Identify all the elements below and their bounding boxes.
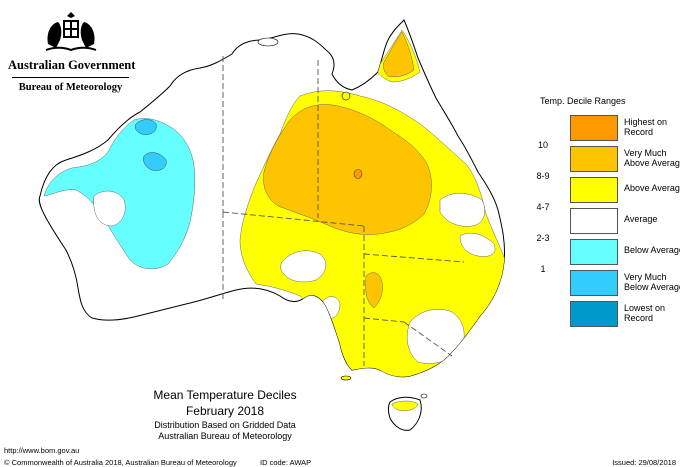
legend-label: Lowest on Record bbox=[624, 303, 666, 323]
legend-swatch bbox=[570, 146, 618, 172]
legend-title: Temp. Decile Ranges bbox=[540, 96, 626, 106]
bureau-name: Bureau of Meteorology bbox=[18, 82, 123, 93]
cape-york-very-much-above bbox=[382, 31, 415, 77]
legend-range: 10 bbox=[537, 140, 548, 150]
issued-date: Issued: 29/08/2018 bbox=[612, 458, 676, 467]
legend-swatch bbox=[570, 177, 618, 203]
groote-island bbox=[341, 91, 351, 101]
legend-row: Highest on Record bbox=[520, 115, 680, 141]
very-much-above-region bbox=[263, 104, 432, 235]
legend-swatch bbox=[570, 115, 618, 141]
very-much-below-spot-south bbox=[143, 152, 167, 171]
legend-row: 10 Very Much Above Average bbox=[520, 140, 680, 172]
legend-swatch bbox=[570, 270, 618, 296]
map-titles: Mean Temperature Deciles February 2018 D… bbox=[120, 388, 330, 441]
government-name: Australian Government bbox=[8, 58, 136, 72]
bom-url: http://www.bom.gov.au bbox=[4, 446, 80, 455]
map-source: Australian Bureau of Meteorology bbox=[158, 431, 292, 441]
legend-swatch bbox=[570, 208, 618, 234]
map-method: Distribution Based on Gridded Data bbox=[154, 420, 296, 430]
sa-very-much-above-spot bbox=[365, 272, 383, 309]
legend-label: Below Average bbox=[624, 245, 680, 255]
legend-label: Average bbox=[624, 214, 658, 224]
header-divider bbox=[12, 77, 129, 78]
map-period: February 2018 bbox=[185, 404, 265, 418]
state-borders bbox=[222, 56, 465, 366]
legend-row: 1 Very Much Below Average bbox=[520, 264, 680, 296]
very-much-below-spot-north bbox=[135, 119, 157, 135]
legend-label: Very Much Below Average bbox=[624, 272, 680, 292]
legend-range: 2-3 bbox=[536, 233, 550, 243]
legend-label: Above Average bbox=[624, 183, 680, 193]
legend-range: 8-9 bbox=[536, 171, 550, 181]
legend-label: Very Much Above Average bbox=[624, 148, 680, 168]
legend-swatch bbox=[570, 239, 618, 265]
coat-of-arms-icon bbox=[45, 12, 96, 52]
average-se-patch bbox=[407, 309, 465, 364]
copyright-text: © Commonwealth of Australia 2018, Austra… bbox=[4, 458, 237, 467]
average-central-patch bbox=[280, 250, 327, 283]
legend-row: Lowest on Record bbox=[520, 301, 680, 327]
legend-row: 4-7 Average bbox=[520, 202, 680, 234]
legend-range: 4-7 bbox=[536, 202, 550, 212]
average-qld-coast-patch bbox=[459, 233, 496, 257]
legend-row: 8-9 Above Average bbox=[520, 171, 680, 203]
flinders-island bbox=[420, 393, 428, 399]
kangaroo-island bbox=[340, 375, 352, 381]
id-code: ID code: AWAP bbox=[260, 458, 312, 467]
legend-label: Highest on Record bbox=[624, 117, 668, 137]
legend-swatch bbox=[570, 301, 618, 327]
average-east-patch bbox=[439, 193, 485, 227]
highest-on-record-spot bbox=[353, 169, 363, 179]
legend-row: 2-3 Below Average bbox=[520, 233, 680, 265]
government-header: Australian Government Bureau of Meteorol… bbox=[8, 10, 136, 93]
legend-range: 1 bbox=[540, 264, 546, 274]
tasmania-above-average bbox=[391, 400, 419, 411]
melville-island bbox=[257, 37, 279, 47]
average-wa-pocket bbox=[93, 190, 126, 227]
map-title: Mean Temperature Deciles bbox=[153, 388, 297, 402]
